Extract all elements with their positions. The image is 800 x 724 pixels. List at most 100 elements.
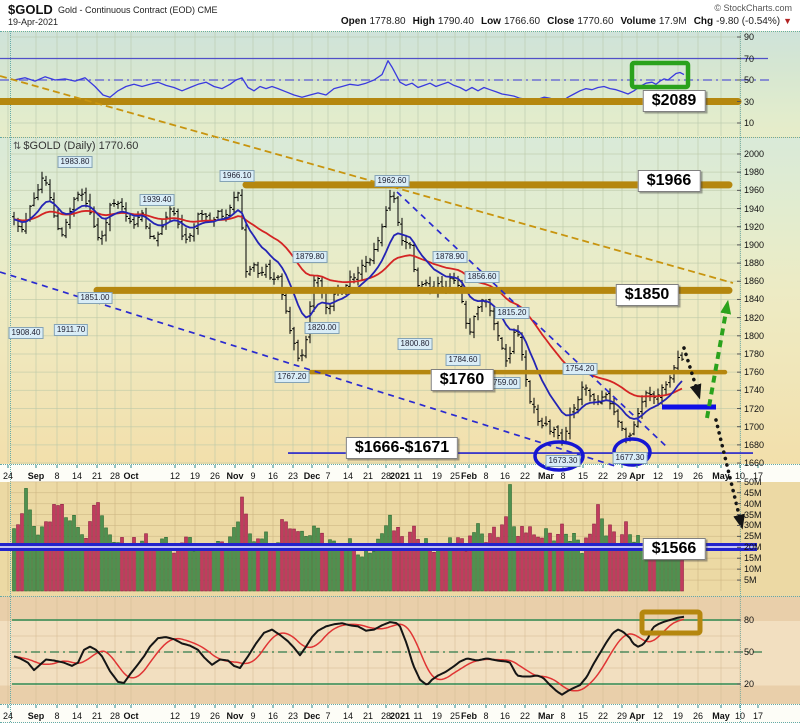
quote-volume-label: Volume (620, 16, 656, 27)
y-axis-label: 45M (744, 487, 762, 498)
date-label: 17 (752, 711, 764, 721)
plot-left-border (10, 31, 11, 722)
y-axis-label: 1840 (744, 294, 765, 305)
y-axis-label: 1900 (744, 239, 765, 250)
price-flag-label: 1677.30 (612, 452, 648, 464)
date-label: 8 (483, 471, 489, 481)
date-label: 28 (380, 711, 392, 721)
date-label: 23 (287, 471, 299, 481)
date-label: 28 (109, 711, 121, 721)
date-label: 26 (209, 471, 221, 481)
date-label: Nov (226, 471, 244, 481)
date-label: Oct (123, 471, 139, 481)
y-axis-label: 1680 (744, 439, 765, 450)
y-axis-label: 1660 (744, 458, 765, 469)
price-flag-label: 1851.00 (77, 292, 113, 304)
price-flag-label: 1878.90 (432, 251, 468, 263)
date-label: 19 (189, 471, 201, 481)
level-price-label: $2089 (642, 90, 706, 112)
change-down-icon: ▼ (783, 16, 792, 26)
date-label: 14 (342, 711, 354, 721)
y-axis-label: 1700 (744, 421, 765, 432)
date-label: May (712, 711, 730, 721)
date-label: 26 (692, 471, 704, 481)
y-axis-label: 15M (744, 553, 762, 564)
y-axis-label: 1960 (744, 185, 765, 196)
level-price-label: $1760 (430, 369, 494, 391)
y-axis-label: 5M (744, 575, 757, 586)
expand-panels-icon: ⇅ (13, 141, 22, 152)
date-label: 28 (380, 471, 392, 481)
date-label: 15 (577, 471, 589, 481)
quote-date: 19-Apr-2021 (8, 17, 59, 27)
price-flag-label: 1879.80 (292, 251, 328, 263)
date-label: 14 (71, 711, 83, 721)
date-label: Sep (27, 711, 45, 721)
price-flag-label: 1962.60 (374, 175, 410, 187)
price-flag-label: 1759.00 (485, 377, 521, 389)
y-axis-label: 1740 (744, 385, 765, 396)
y-axis-label: 1920 (744, 221, 765, 232)
price-flag-label: 1939.40 (139, 194, 175, 206)
y-axis-label: 1820 (744, 312, 765, 323)
y-axis-label: 1980 (744, 167, 765, 178)
date-axis-bottom (0, 704, 800, 723)
y-axis-label: 10 (744, 118, 755, 128)
y-axis-label: 1880 (744, 258, 765, 269)
date-label: 14 (71, 471, 83, 481)
price-flag-label: 1911.70 (53, 324, 89, 336)
ohlc-quote-row: Open 1778.80 High 1790.40 Low 1766.60 Close 177… (334, 16, 792, 27)
date-label: 17 (752, 471, 764, 481)
price-flag-label: 1754.20 (562, 363, 598, 375)
y-axis-label: 10M (744, 564, 762, 575)
date-label: 25 (449, 711, 461, 721)
quote-low-value: 1766.60 (503, 16, 541, 27)
date-label: 22 (597, 471, 609, 481)
y-axis-label: 20 (744, 679, 755, 689)
date-label: 14 (342, 471, 354, 481)
copyright: © StockCharts.com (714, 3, 792, 13)
date-label: 19 (189, 711, 201, 721)
date-label: Oct (123, 711, 139, 721)
y-axis-label: 25M (744, 531, 762, 542)
date-label: Nov (226, 711, 244, 721)
price-flag-label: 1820.00 (304, 322, 340, 334)
date-label: 25 (449, 471, 461, 481)
date-label: Feb (460, 471, 478, 481)
date-label: 19 (672, 471, 684, 481)
date-label: 21 (91, 471, 103, 481)
date-label: 26 (692, 711, 704, 721)
date-label: Dec (303, 711, 321, 721)
quote-chg-label: Chg (693, 16, 714, 27)
y-axis-label: 35M (744, 509, 762, 520)
level-price-label: $1666-$1671 (345, 437, 459, 459)
date-label: 2021 (389, 471, 411, 481)
date-label: Sep (27, 471, 45, 481)
date-label: 8 (560, 711, 566, 721)
date-label: 10 (734, 711, 746, 721)
date-label: 11 (413, 711, 423, 721)
level-price-label: $1566 (642, 538, 706, 560)
price-flag-label: 1815.20 (494, 307, 530, 319)
quote-chg-value: -9.80 (-0.54%) (716, 16, 781, 27)
price-flag-label: 1800.80 (397, 338, 433, 350)
date-label: 29 (616, 711, 628, 721)
date-label: Mar (537, 711, 555, 721)
quote-volume-value: 17.9M (658, 16, 687, 27)
y-axis-label: 80 (744, 614, 755, 625)
date-label: 23 (287, 711, 299, 721)
date-label: 7 (325, 471, 331, 481)
y-axis-label: 1760 (744, 367, 765, 378)
chart-title-text: $GOLD (Daily) 1770.60 (23, 140, 139, 152)
y-axis-label: 50 (744, 647, 755, 657)
date-label: 8 (560, 471, 566, 481)
date-label: Dec (303, 471, 321, 481)
date-label: 16 (267, 471, 279, 481)
date-label: 9 (250, 471, 256, 481)
date-label: May (712, 471, 730, 481)
date-label: 22 (597, 711, 609, 721)
date-label: 21 (91, 711, 103, 721)
y-axis-label: 1780 (744, 348, 765, 359)
date-label: 24 (2, 471, 14, 481)
